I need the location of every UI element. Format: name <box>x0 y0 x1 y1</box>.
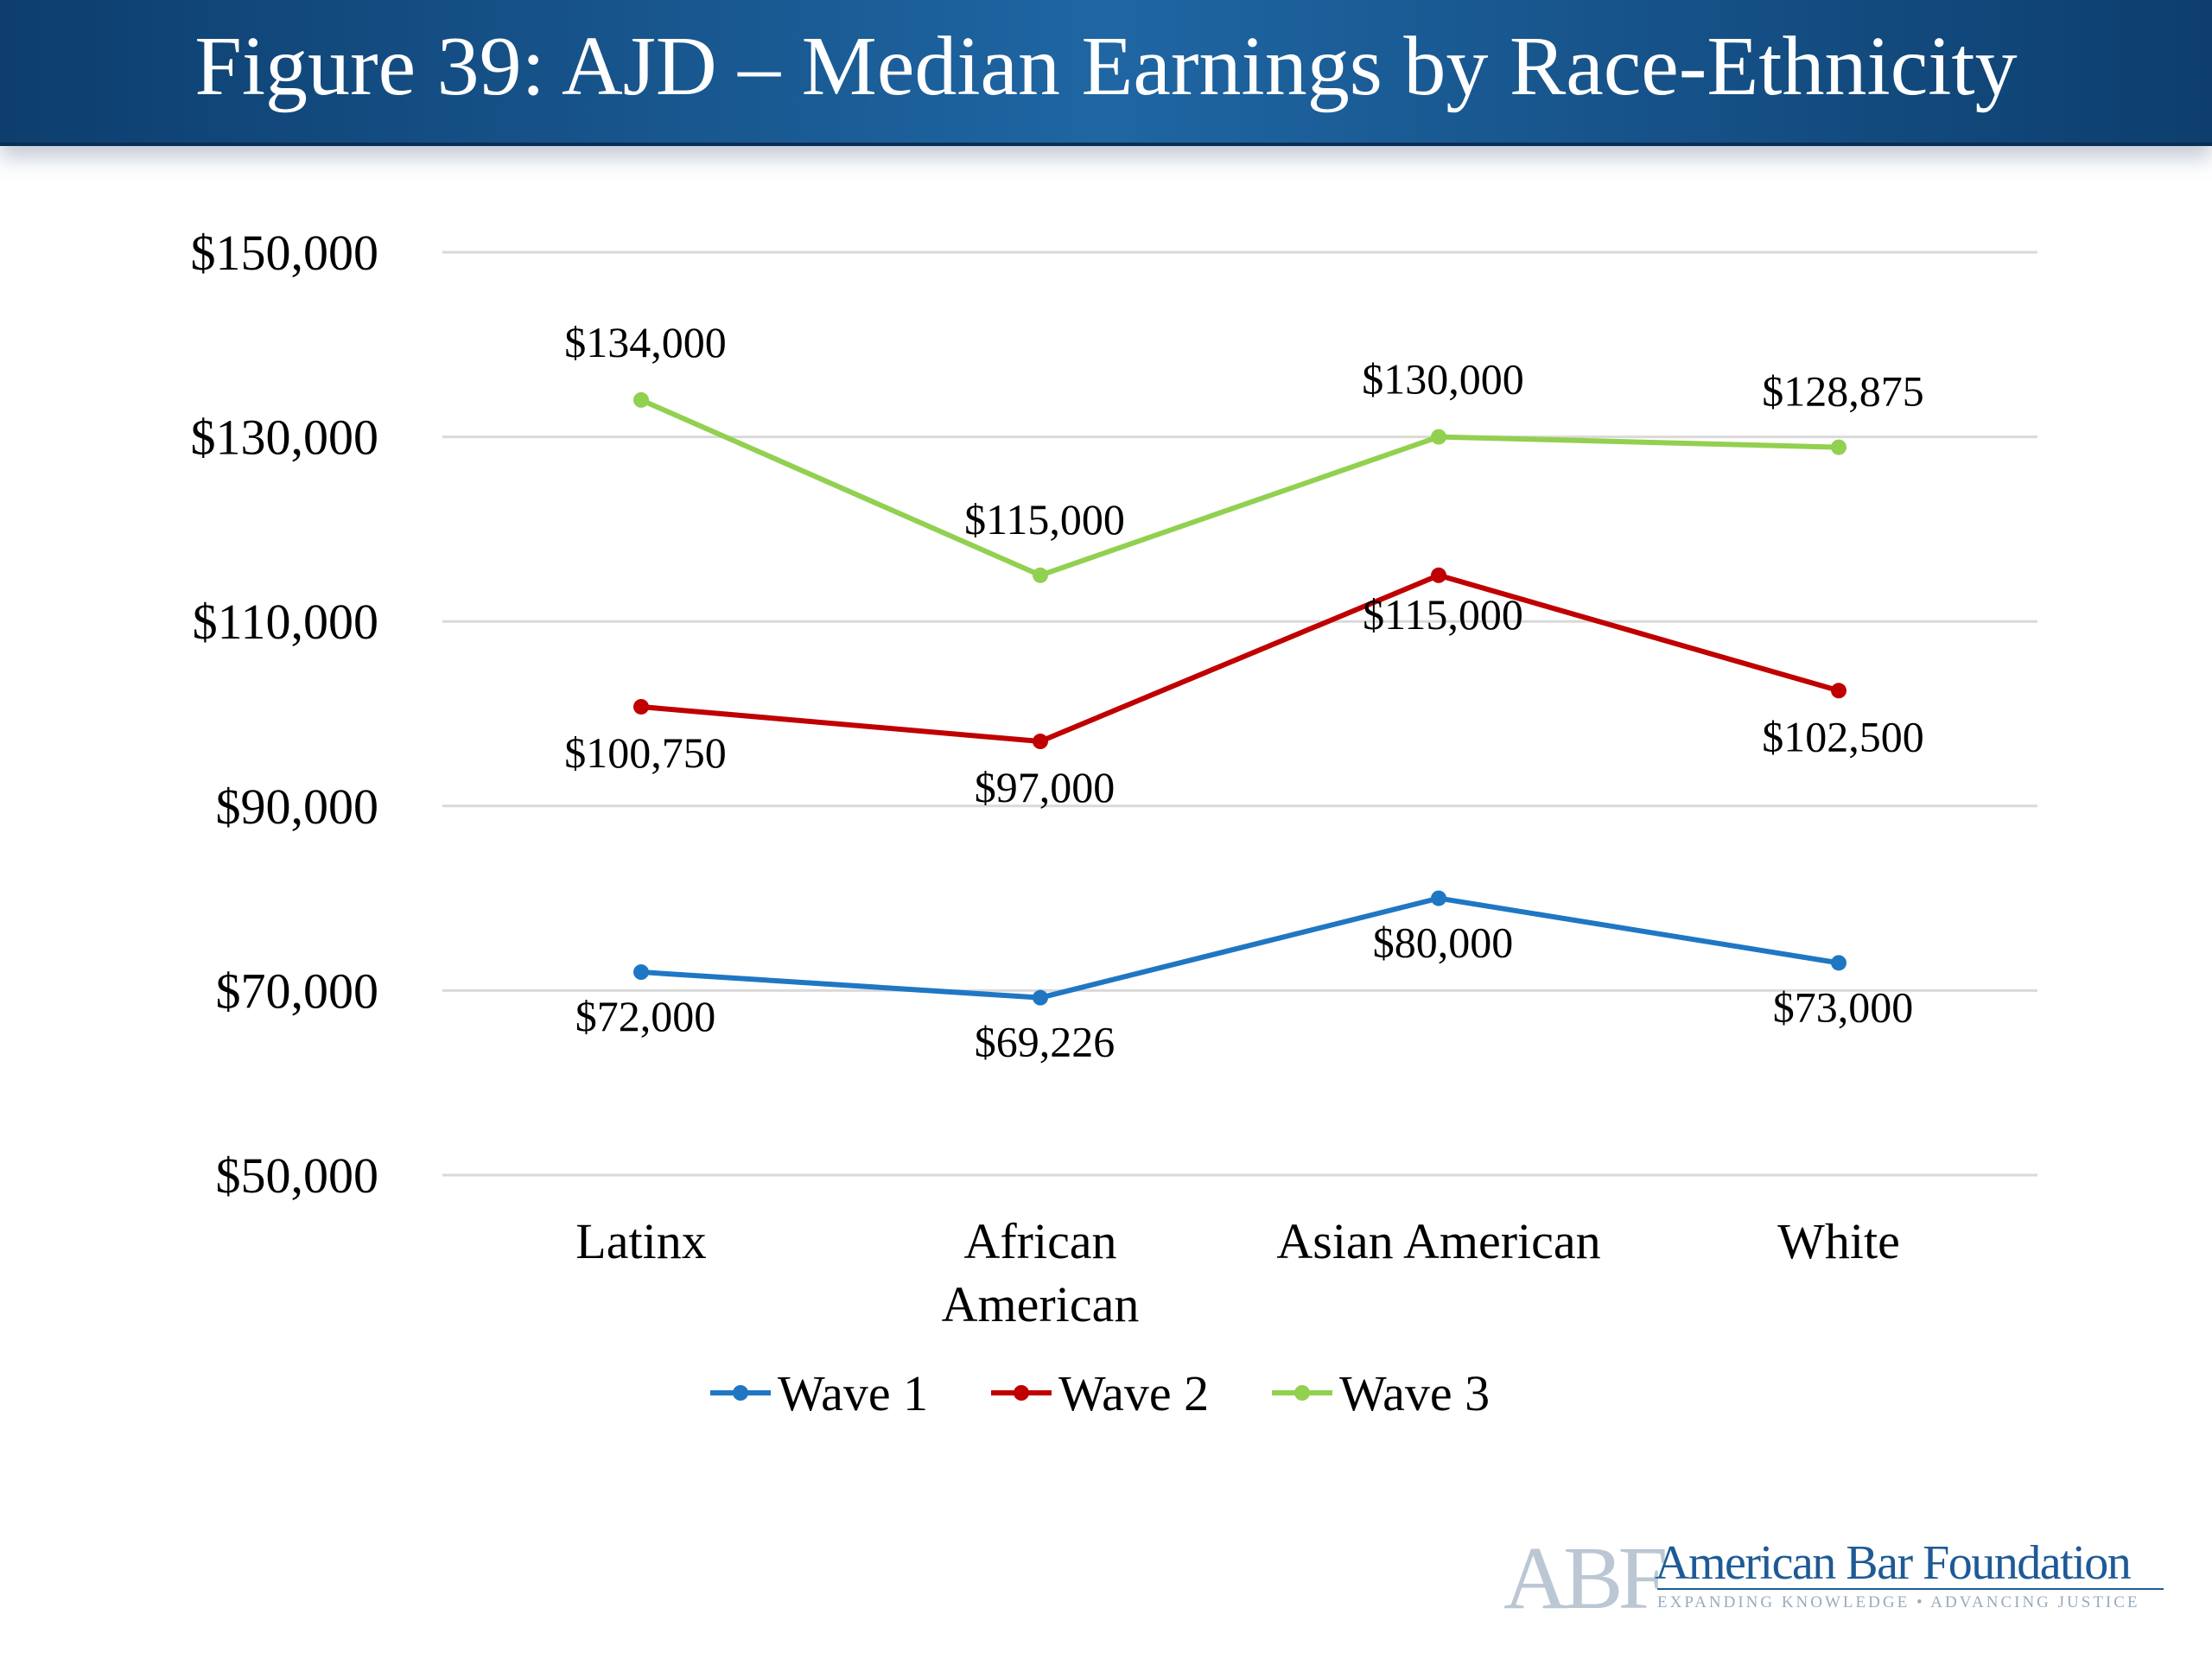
data-label: $97,000 <box>975 763 1116 811</box>
data-label: $80,000 <box>1373 918 1514 967</box>
legend-label: Wave 1 <box>778 1365 928 1421</box>
data-point <box>1033 567 1048 583</box>
x-tick-label: Asian American <box>1276 1213 1600 1269</box>
data-label: $72,000 <box>575 992 716 1040</box>
data-label: $100,750 <box>564 728 727 777</box>
data-point <box>633 698 649 715</box>
chart-title: Figure 39: AJD – Median Earnings by Race… <box>194 20 2018 113</box>
series-line-wave-2 <box>639 572 1841 745</box>
logo-rule <box>1657 1588 2164 1590</box>
data-label: $128,875 <box>1762 367 1924 416</box>
legend-marker <box>1294 1385 1310 1401</box>
data-label: $134,000 <box>564 318 727 366</box>
data-label: $73,000 <box>1773 982 1914 1031</box>
logo-mark: ABF <box>1503 1529 1668 1628</box>
data-point <box>1831 439 1847 455</box>
data-label: $115,000 <box>964 495 1125 543</box>
legend-marker <box>733 1385 748 1401</box>
data-point <box>633 964 649 981</box>
y-tick-label: $110,000 <box>193 594 378 650</box>
x-tick-label: Latinx <box>575 1213 706 1269</box>
x-tick-label: African <box>963 1213 1116 1269</box>
legend-label: Wave 3 <box>1339 1365 1490 1421</box>
data-point <box>633 391 649 408</box>
legend-label: Wave 2 <box>1058 1365 1209 1421</box>
y-tick-label: $150,000 <box>191 225 379 281</box>
data-point <box>1033 734 1048 750</box>
series-line-wave-1 <box>639 895 1841 1001</box>
data-point <box>1431 429 1446 445</box>
logo-tagline: EXPANDING KNOWLEDGE • ADVANCING JUSTICE <box>1657 1593 2140 1611</box>
abf-logo: ABF American Bar Foundation EXPANDING KN… <box>1503 1531 2169 1626</box>
data-label: $130,000 <box>1362 355 1524 404</box>
y-tick-label: $90,000 <box>216 779 379 835</box>
x-tick-label: White <box>1777 1213 1900 1269</box>
y-tick-label: $130,000 <box>191 410 379 466</box>
data-point <box>1431 567 1446 583</box>
data-label: $69,226 <box>975 1018 1116 1066</box>
x-tick-label: American <box>942 1276 1140 1332</box>
data-point <box>1033 989 1048 1006</box>
data-point <box>1431 890 1446 906</box>
legend-marker <box>1014 1385 1029 1401</box>
data-point <box>1831 955 1847 971</box>
y-tick-label: $70,000 <box>216 963 379 1019</box>
data-label: $102,500 <box>1762 712 1924 760</box>
y-tick-label: $50,000 <box>216 1147 379 1204</box>
title-bar: Figure 39: AJD – Median Earnings by Race… <box>0 0 2212 146</box>
logo-name: American Bar Foundation <box>1655 1536 2132 1590</box>
data-label: $115,000 <box>1363 590 1523 639</box>
data-point <box>1831 683 1847 699</box>
series-line-wave-3 <box>639 397 1841 578</box>
